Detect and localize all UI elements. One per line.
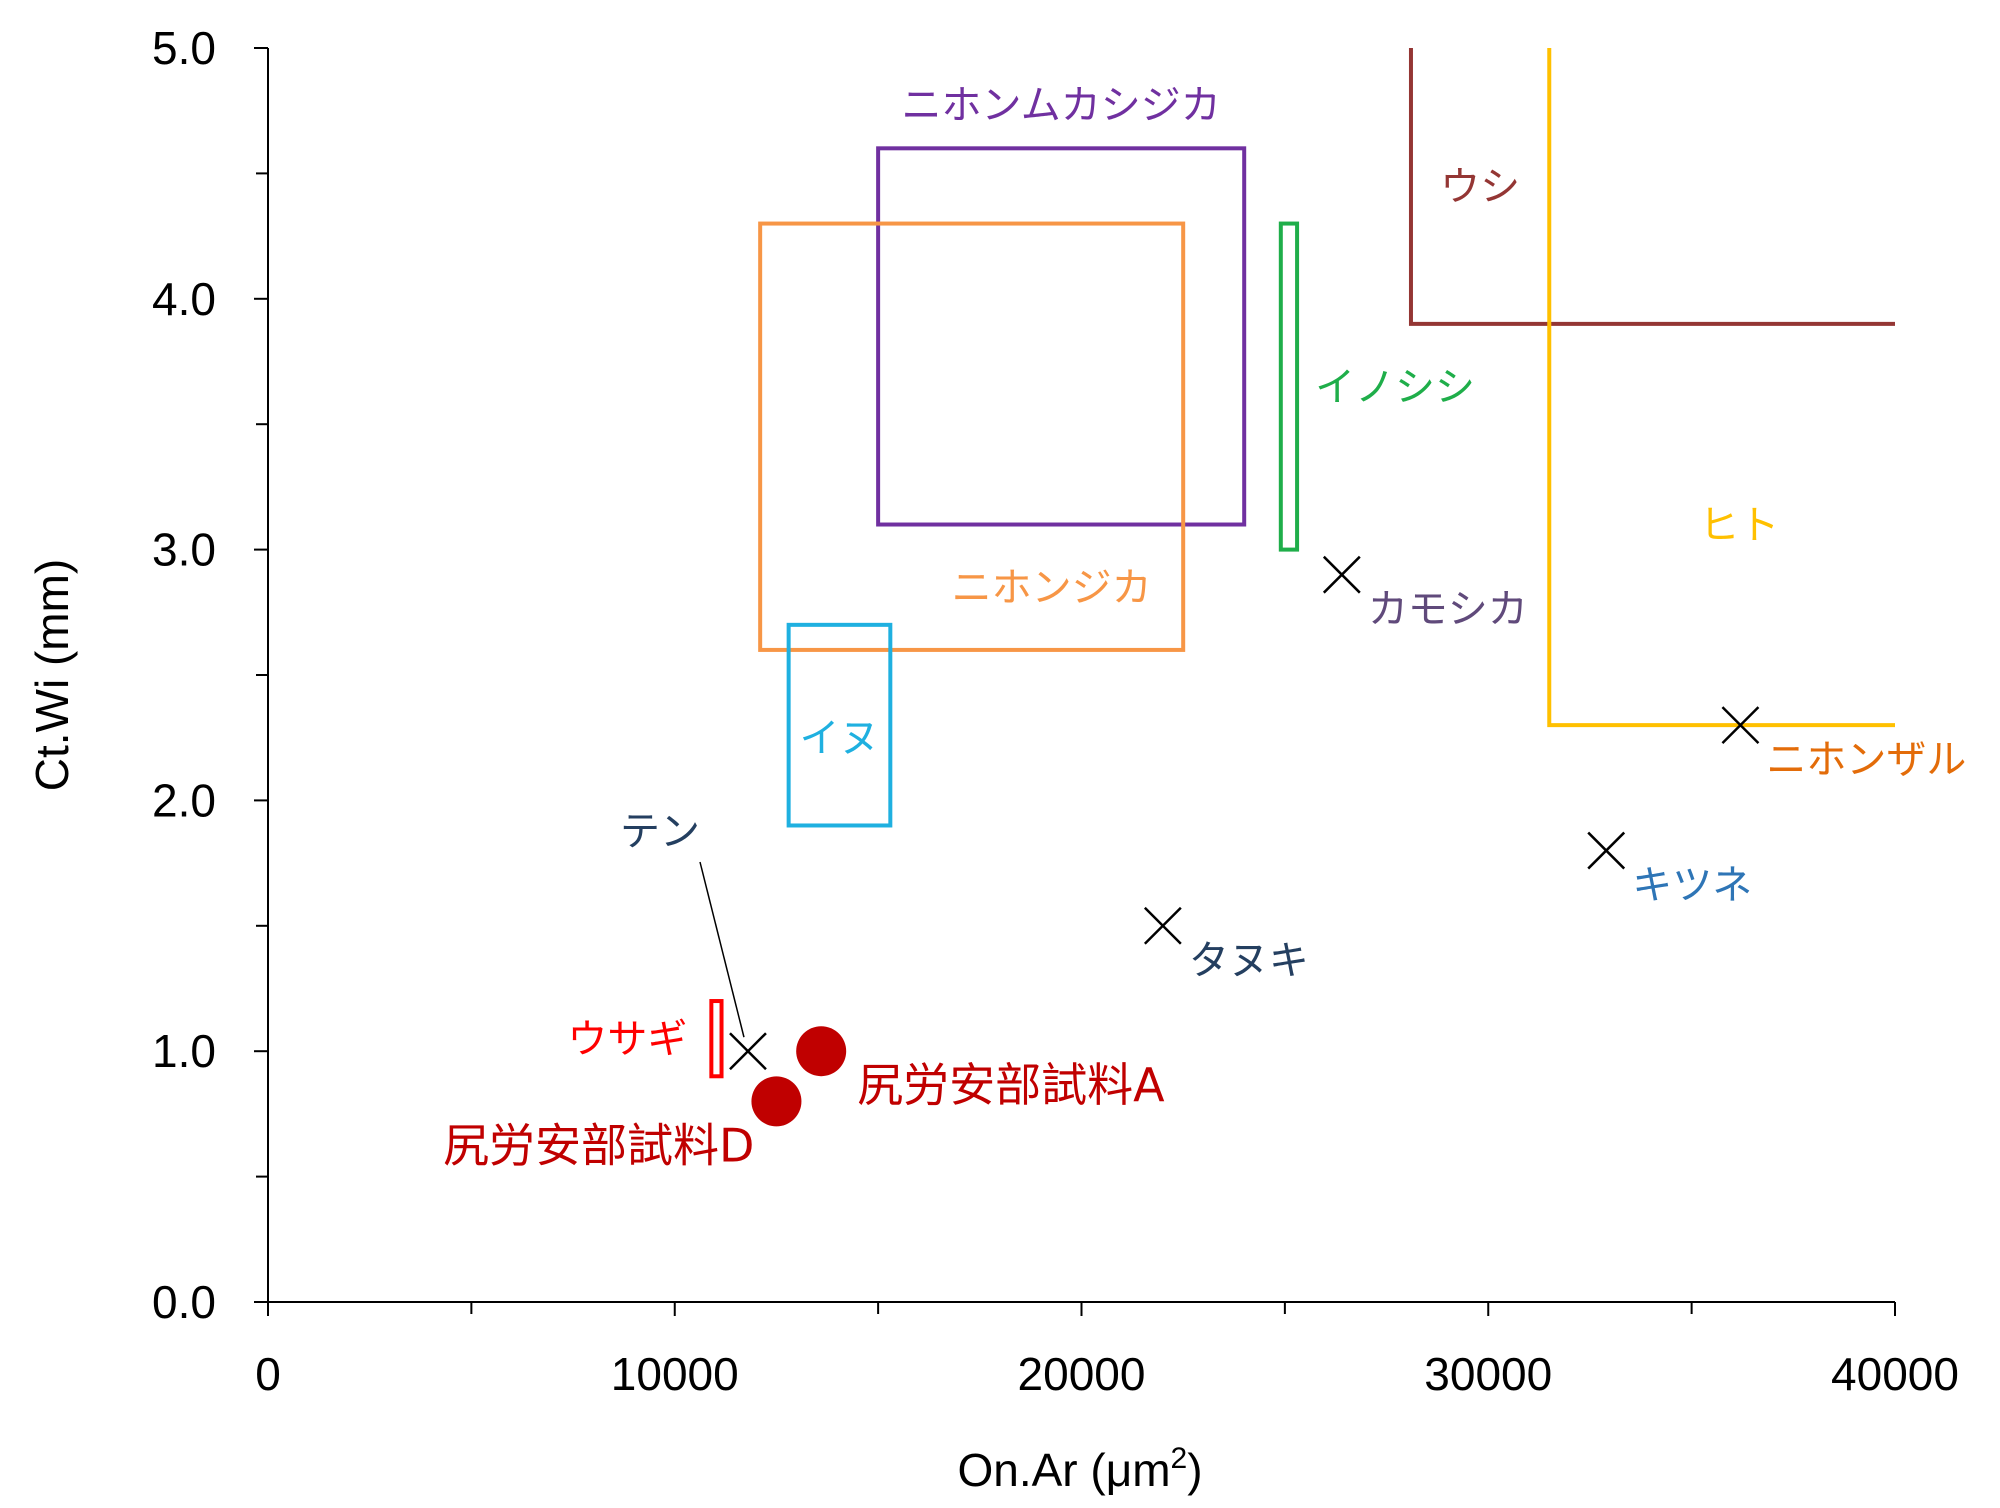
leader-line-item-30c630f3	[699, 861, 745, 1038]
region-item-30cb30db30f330b830ab	[758, 221, 1186, 652]
x-axis-title-close: )	[1187, 1444, 1202, 1496]
y-axis-title: Ct.Wi (mm)	[26, 559, 78, 791]
point-item-30c630f3	[729, 1032, 767, 1071]
point-label-item-30cb30db30f330b630eb: ニホンザル	[1766, 737, 1966, 783]
region-item-30cb30db30f330e030ab30b730b830ab	[876, 146, 1247, 527]
y-tick-label: 0.0	[152, 1276, 216, 1328]
point-label-item-30ad30c430cd: キツネ	[1632, 863, 1752, 909]
y-tick-label: 3.0	[152, 524, 216, 576]
y-tick-label: 4.0	[152, 273, 216, 325]
region-label-item-30a430cc: イヌ	[799, 716, 879, 762]
x-tick-label: 10000	[611, 1348, 739, 1400]
point-cross-b	[1143, 906, 1182, 945]
y-tick-label: 2.0	[152, 774, 216, 826]
y-tick-label: 5.0	[152, 22, 216, 74]
x-axis-title: On.Ar (μm2)	[957, 1442, 1202, 1496]
region-label-item-30a630b7: ウシ	[1440, 164, 1520, 210]
region-label-item-30a430ce30b730b7: イノシシ	[1315, 365, 1475, 411]
x-tick-label: 20000	[1018, 1348, 1146, 1400]
region-item-30d230c8	[1547, 48, 1895, 728]
y-tick-label: 1.0	[152, 1025, 216, 1077]
point-label-item-30c630f3: テン	[620, 809, 700, 855]
point-label-item-30ab30e230b730ab: カモシカ	[1368, 587, 1528, 633]
point-cross-b	[1322, 555, 1361, 594]
sample-point-item-5c3b52b45b8990e88a66659941	[796, 1026, 847, 1077]
point-cross-b	[729, 1032, 767, 1071]
point-item-30ab30e230b730ab	[1322, 555, 1361, 594]
region-label-item-30a630b530ae: ウサギ	[567, 1017, 687, 1063]
point-label-item-30bf30cc30ad: タヌキ	[1189, 938, 1309, 984]
region-item-30a630b7	[1408, 48, 1895, 326]
point-item-30cb30db30f330b630eb	[1721, 706, 1760, 745]
x-axis-title-sup: 2	[1171, 1442, 1188, 1475]
sample-point-item-5c3b52b45b8990e88a66659944	[751, 1076, 802, 1127]
point-item-30bf30cc30ad	[1143, 906, 1182, 945]
axes	[267, 48, 1895, 1303]
x-tick-label: 0	[255, 1348, 281, 1400]
reference-points-layer	[729, 555, 1760, 1071]
x-tick-label: 40000	[1831, 1348, 1959, 1400]
region-item-30a430cc	[786, 622, 893, 828]
region-label-item-30cb30db30f330e030ab30b730b830ab: ニホンムカシジカ	[902, 82, 1221, 128]
region-item-30a430ce30b730b7	[1278, 221, 1300, 552]
x-tick-label: 30000	[1424, 1348, 1552, 1400]
region-label-item-30d230c8: ヒト	[1699, 503, 1779, 549]
region-item-30a630b530ae	[709, 999, 724, 1079]
ticks-layer: 0 10000 20000 30000 40000 0.0 1.0 2.0 3.0 4.0 5.0	[152, 22, 1959, 1400]
sample-label-item-5c3b52b45b8990e88a66659944: 尻労安部試料D	[443, 1118, 754, 1172]
region-label-item-30cb30db30f330b830ab: ニホンジカ	[952, 565, 1152, 611]
point-cross-b	[1721, 706, 1760, 745]
regions-layer	[709, 48, 1895, 1079]
point-item-30ad30c430cd	[1587, 831, 1626, 870]
point-cross-b	[1587, 831, 1626, 870]
sample-label-item-5c3b52b45b8990e88a66659941: 尻労安部試料A	[857, 1058, 1165, 1112]
samples-layer	[751, 1026, 847, 1127]
